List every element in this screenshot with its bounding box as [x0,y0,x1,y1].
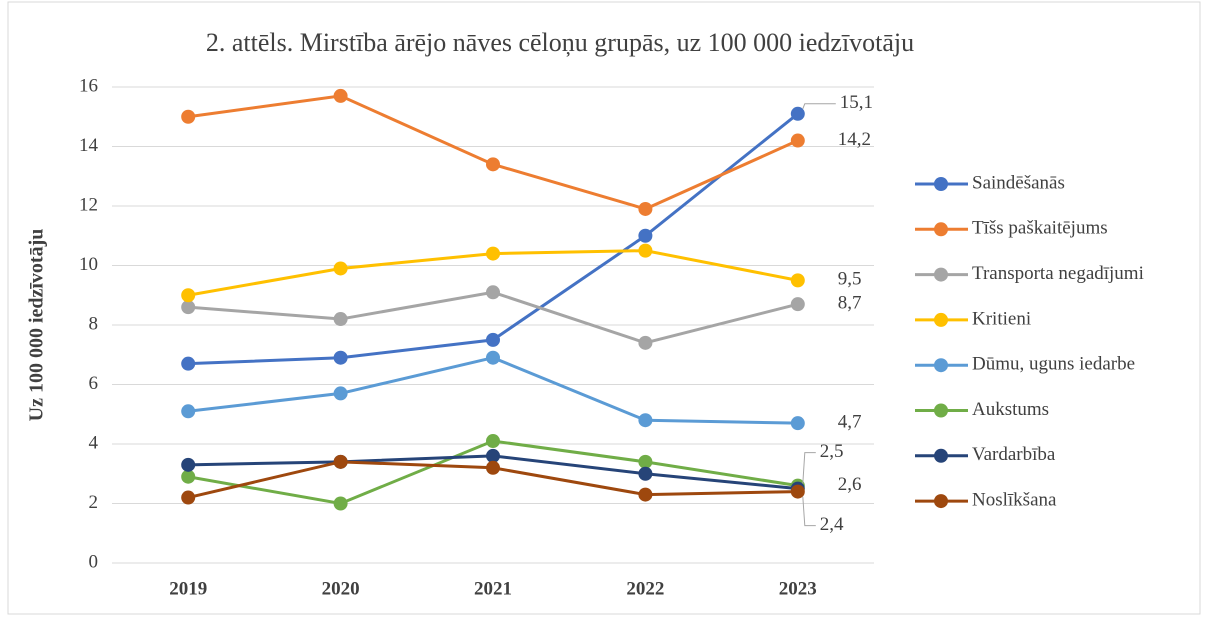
data-point [333,454,348,469]
legend-label: Aukstums [972,399,1049,420]
legend-swatch-dot [934,312,948,327]
chart-title: 2. attēls. Mirstība ārējo nāves cēloņu g… [206,28,914,57]
y-tick-label: 4 [89,432,99,453]
data-point [638,466,653,481]
x-tick-label: 2022 [626,578,664,599]
data-point [486,285,500,300]
leader-line [802,103,836,109]
data-point [638,243,653,258]
data-point [181,356,196,371]
legend-swatch-dot [934,222,948,237]
data-point [333,261,348,276]
data-point [486,332,500,347]
data-point [638,487,653,502]
data-point [333,350,348,365]
data-label: 2,5 [820,441,844,462]
data-point [790,484,805,499]
data-label: 4,7 [838,412,862,433]
data-point [181,288,196,303]
x-tick-label: 2020 [322,578,360,599]
legend-label: Transporta negadījumi [972,263,1144,284]
legend-swatch-dot [934,177,948,191]
y-tick-label: 16 [79,75,98,96]
data-point [638,335,653,350]
x-tick-label: 2021 [474,578,512,599]
data-point [181,457,196,472]
data-point [333,312,348,327]
legend-label: Tīšs paškaitējums [972,218,1108,239]
data-label: 2,4 [820,514,844,535]
data-point [181,404,196,419]
legend-swatch-dot [934,403,948,418]
legend-swatch-dot [934,358,948,373]
data-point [790,297,805,312]
data-label: 8,7 [838,293,862,314]
y-tick-label: 2 [89,492,99,513]
legend-label: Noslīkšana [972,489,1057,510]
legend-swatch-dot [934,267,948,282]
legend-swatch-dot [934,448,948,463]
legend-swatch-dot [934,494,948,509]
data-point [486,157,500,172]
data-label: 14,2 [838,129,871,150]
data-point [638,201,653,216]
data-label: 2,6 [838,474,862,495]
data-point [638,228,653,243]
data-point [181,300,196,315]
data-point [486,460,500,475]
y-tick-label: 0 [89,551,99,572]
data-label: 9,5 [838,269,862,290]
data-point [181,490,196,505]
data-point [486,434,500,449]
data-point [333,496,348,511]
data-point [486,350,500,365]
x-tick-label: 2019 [169,578,207,599]
x-tick-label: 2023 [779,578,817,599]
data-point [638,454,653,469]
y-tick-label: 10 [79,254,98,275]
data-point [181,469,196,484]
data-point [486,246,500,261]
legend-label: Kritieni [972,308,1031,329]
data-point [790,273,805,288]
data-point [638,413,653,428]
y-tick-label: 6 [89,373,99,394]
data-point [790,133,805,148]
data-point [181,109,196,124]
data-point [790,106,805,121]
y-tick-label: 14 [79,135,99,156]
leader-line [802,496,816,527]
data-point [790,416,805,431]
y-tick-label: 8 [89,313,99,334]
legend-label: Saindēšanās [972,172,1065,193]
y-axis-title: Uz 100 000 iedzīvotāju [26,229,48,422]
data-point [333,386,348,401]
leader-line [802,452,816,484]
legend-label: Dūmu, uguns iedarbe [972,354,1135,375]
legend-label: Vardarbība [972,444,1056,465]
data-point [486,448,500,463]
data-label: 15,1 [840,92,873,113]
y-tick-label: 12 [79,194,98,215]
data-point [333,88,348,103]
